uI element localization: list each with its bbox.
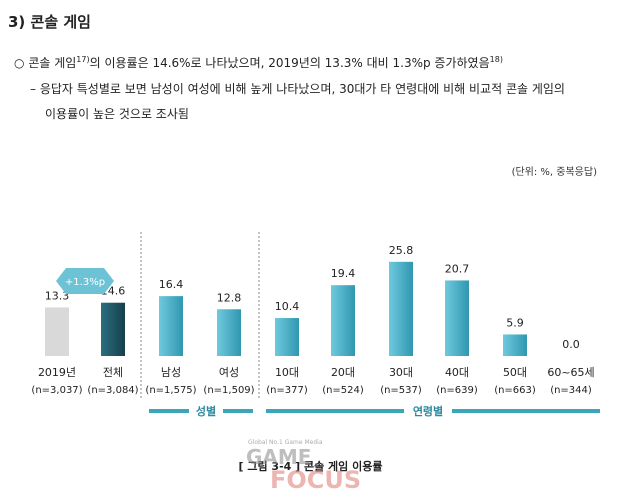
n-label-40대: (n=639) [436, 385, 478, 396]
category-label-40대: 40대 [445, 366, 469, 379]
watermark-word2: FOCUS [270, 466, 361, 492]
value-label-50대: 5.9 [506, 316, 524, 329]
section-title: 3) 콘솔 게임 [8, 13, 91, 31]
value-label-2019년: 13.3 [45, 289, 70, 302]
watermark-word1: GAME [246, 445, 311, 469]
category-label-60-65세: 60~65세 [547, 366, 594, 379]
category-label-남성: 남성 [161, 366, 181, 379]
category-label-20대: 20대 [331, 366, 355, 379]
bar-50대 [503, 334, 527, 356]
n-label-여성: (n=1,509) [203, 385, 254, 396]
change-badge-label: +1.3%p [65, 277, 105, 288]
sub-bullet-line-1: – 응답자 특성별로 보면 남성이 여성에 비해 높게 나타났으며, 30대가 … [30, 80, 565, 97]
n-label-남성: (n=1,575) [145, 385, 196, 396]
bar-30대 [389, 261, 413, 356]
footnote-17: 17) [76, 55, 90, 64]
bar-40대 [445, 280, 469, 356]
value-label-남성: 16.4 [159, 278, 184, 291]
summary-bullet: ○ 콘솔 게임17)의 이용률은 14.6%로 나타났으며, 2019년의 13… [14, 54, 503, 71]
bullet-text-a: 콘솔 게임 [28, 56, 77, 70]
bullet-text-b: 의 이용률은 14.6%로 나타났으며, 2019년의 13.3% 대비 1.3… [89, 56, 490, 70]
bar-2019년 [45, 307, 69, 356]
category-label-2019년: 2019년 [38, 366, 76, 379]
unit-note: (단위: %, 중복응답) [511, 167, 597, 178]
value-label-30대: 25.8 [389, 244, 414, 257]
value-label-10대: 10.4 [275, 300, 300, 313]
n-label-50대: (n=663) [494, 385, 536, 396]
group-label-age: 연령별 [413, 404, 443, 418]
category-label-30대: 30대 [389, 366, 413, 379]
value-label-여성: 12.8 [217, 291, 242, 304]
value-label-20대: 19.4 [331, 267, 356, 280]
n-label-전체: (n=3,084) [87, 385, 138, 396]
dash-mark: – [30, 82, 36, 96]
category-label-50대: 50대 [503, 366, 527, 379]
bar-여성 [217, 309, 241, 356]
n-label-20대: (n=524) [322, 385, 364, 396]
bar-20대 [331, 285, 355, 356]
bullet-mark: ○ [14, 56, 25, 70]
footnote-18: 18) [489, 55, 503, 64]
change-badge-arrow [56, 268, 114, 294]
value-label-60-65세: 0.0 [562, 338, 580, 351]
bar-전체 [101, 302, 125, 356]
category-label-10대: 10대 [275, 366, 299, 379]
sub-bullet-text-1: 응답자 특성별로 보면 남성이 여성에 비해 높게 나타났으며, 30대가 타 … [39, 82, 565, 96]
category-label-전체: 전체 [103, 366, 123, 379]
n-label-30대: (n=537) [380, 385, 422, 396]
watermark-tagline: Global No.1 Game Media [248, 439, 323, 446]
n-label-2019년: (n=3,037) [31, 385, 82, 396]
value-label-40대: 20.7 [445, 262, 470, 275]
category-label-여성: 여성 [219, 366, 239, 379]
gamefocus-watermark: Global No.1 Game Media GAME FOCUS [246, 439, 361, 492]
n-label-10대: (n=377) [266, 385, 308, 396]
n-label-60-65세: (n=344) [550, 385, 592, 396]
group-label-gender: 성별 [196, 404, 216, 418]
sub-bullet-line-2: 이용률이 높은 것으로 조사됨 [45, 107, 189, 121]
bar-10대 [275, 318, 299, 356]
figure-caption: [ 그림 3-4 ] 콘솔 게임 이용률 [238, 460, 383, 473]
bar-남성 [159, 296, 183, 356]
